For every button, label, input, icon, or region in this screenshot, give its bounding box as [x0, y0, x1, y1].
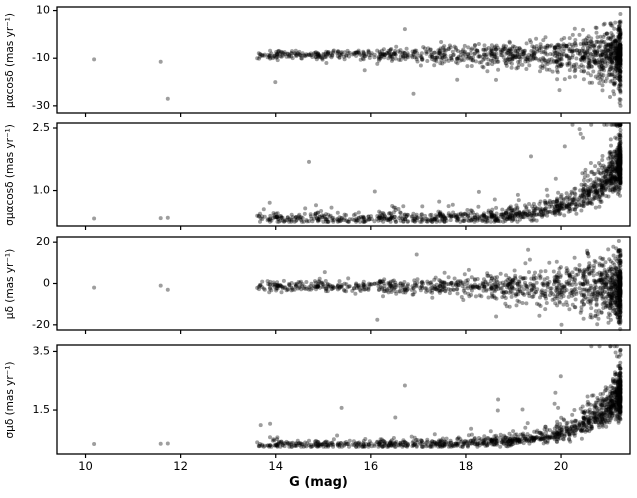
x-tick-label: 14 [268, 459, 284, 473]
svg-text:μδ (mas yr⁻¹): μδ (mas yr⁻¹) [4, 249, 16, 319]
svg-text:2.5: 2.5 [33, 121, 51, 134]
x-tick-label: 20 [553, 459, 569, 473]
svg-text:20: 20 [36, 235, 50, 248]
x-axis-tick-labels: 10 12 14 16 18 20 [0, 459, 637, 475]
panel-pmra-cosdec: 10 -10 -30 μαcosδ (mas yr⁻¹) [0, 4, 637, 117]
x-tick-label: 12 [173, 459, 188, 473]
panel-pmra-uncertainty: 2.5 1.0 σμαcosδ (mas yr⁻¹) [0, 121, 637, 230]
x-tick-label: 18 [458, 459, 474, 473]
panel-plot-area: 10 -10 -30 μαcosδ (mas yr⁻¹) [4, 4, 631, 117]
panel-plot-area: 2.5 1.0 σμαcosδ (mas yr⁻¹) [4, 121, 631, 230]
svg-text:1.0: 1.0 [33, 184, 51, 197]
panel-pmdec-uncertainty: 3.5 1.5 σμδ (mas yr⁻¹) [0, 344, 637, 458]
svg-text:0: 0 [43, 277, 50, 290]
svg-text:μαcosδ (mas yr⁻¹): μαcosδ (mas yr⁻¹) [4, 13, 16, 108]
svg-text:-10: -10 [32, 51, 50, 64]
x-axis-title: G (mag) [289, 475, 348, 490]
panel-pmdec: 20 0 -20 μδ (mas yr⁻¹) [0, 235, 637, 334]
svg-text:σμαcosδ (mas yr⁻¹): σμαcosδ (mas yr⁻¹) [4, 124, 16, 226]
x-tick-label: 10 [78, 459, 93, 473]
svg-text:-30: -30 [32, 99, 50, 112]
svg-text:10: 10 [36, 4, 50, 17]
x-tick-label: 16 [363, 459, 379, 473]
panel-plot-area: 20 0 -20 μδ (mas yr⁻¹) [4, 235, 631, 334]
svg-text:-20: -20 [32, 318, 50, 331]
